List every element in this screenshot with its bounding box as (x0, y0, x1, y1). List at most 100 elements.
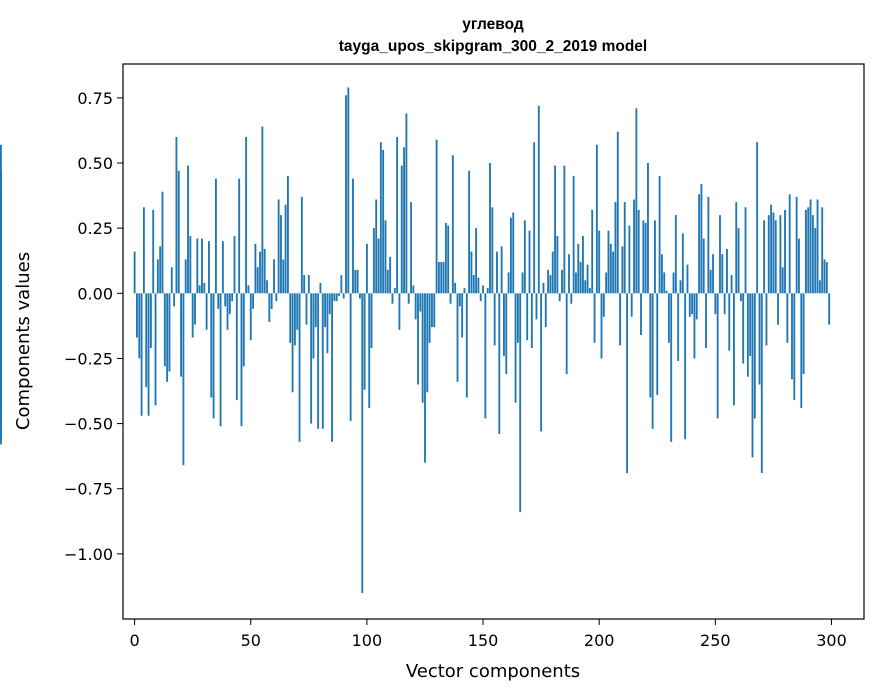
bar-248 (709, 269, 712, 294)
bar-296 (821, 207, 824, 294)
bar-236 (681, 233, 684, 294)
chart-subtitle: tayga_upos_skipgram_300_2_2019 model (339, 38, 647, 55)
bar-229 (665, 290, 668, 294)
bar-279 (781, 267, 784, 294)
bar-99 (363, 293, 366, 390)
bar-175 (540, 293, 543, 432)
bar-163 (512, 212, 515, 294)
bar-79 (317, 293, 320, 429)
bar-177 (544, 293, 547, 328)
bar-1 (136, 293, 138, 338)
bar-94 (352, 178, 354, 294)
y-tick-label: 0.50 (77, 154, 113, 173)
bar-81 (321, 293, 324, 429)
bar-196 (588, 288, 591, 294)
bar-76 (310, 293, 313, 424)
bar-115 (400, 165, 403, 294)
bar-280 (784, 209, 786, 294)
bar-262 (742, 293, 745, 364)
bar-298 (825, 262, 828, 294)
bar-56 (263, 249, 266, 294)
bar-34 (212, 293, 215, 419)
bar-151 (484, 293, 487, 419)
bar-168 (523, 220, 526, 294)
bar-105 (377, 238, 380, 294)
bar-200 (598, 230, 601, 294)
bar-283 (791, 293, 793, 380)
bar-178 (547, 269, 550, 294)
bar-undefined (0, 207, 2, 294)
bar-202 (602, 293, 605, 317)
bar-133 (442, 262, 445, 294)
x-tick-label: 100 (352, 631, 383, 650)
bar-60 (273, 259, 275, 294)
bar-43 (233, 235, 236, 294)
bar-225 (656, 293, 659, 395)
y-tick-label: −0.50 (64, 415, 113, 434)
bar-132 (440, 262, 443, 294)
bar-21 (182, 293, 185, 466)
bar-49 (247, 285, 250, 294)
bar-undefined (0, 269, 2, 294)
bar-190 (575, 272, 577, 294)
bar-157 (498, 293, 501, 434)
bar-126 (426, 293, 429, 393)
bar-201 (600, 293, 603, 359)
bar-64 (282, 259, 285, 294)
bar-10 (156, 259, 159, 294)
bar-232 (672, 272, 675, 294)
bar-164 (514, 293, 517, 403)
bar-267 (753, 293, 756, 419)
bar-263 (744, 207, 747, 294)
bar-241 (693, 293, 696, 359)
bar-152 (486, 288, 489, 294)
x-tick-label: 300 (816, 631, 847, 650)
bar-169 (526, 293, 529, 341)
bar-73 (303, 275, 306, 294)
bar-209 (619, 293, 622, 346)
bar-292 (811, 215, 814, 294)
bar-51 (252, 293, 255, 309)
bar-74 (305, 293, 308, 325)
bar-35 (214, 178, 217, 294)
bar-224 (654, 220, 656, 294)
bar-86 (333, 293, 336, 302)
bar-18 (175, 136, 178, 294)
bar-154 (491, 207, 494, 294)
bar-274 (770, 204, 773, 294)
bar-155 (493, 293, 496, 346)
bar-276 (774, 220, 777, 294)
bar-68 (291, 293, 294, 393)
bar-46 (240, 293, 243, 427)
bar-100 (365, 243, 368, 294)
bar-138 (454, 282, 457, 294)
bar-65 (284, 204, 287, 294)
bar-80 (319, 282, 322, 294)
bar-207 (614, 202, 617, 294)
bar-188 (570, 293, 573, 304)
bar-218 (640, 293, 642, 335)
bar-104 (375, 199, 378, 294)
bar-88 (338, 293, 340, 296)
bar-160 (505, 293, 508, 375)
bar-82 (324, 293, 327, 328)
bar-97 (359, 293, 361, 299)
bar-130 (435, 139, 438, 294)
bar-59 (270, 293, 273, 309)
bar-213 (628, 225, 631, 294)
bar-9 (154, 293, 157, 406)
bar-38 (221, 241, 224, 294)
bar-270 (760, 293, 763, 474)
x-tick-label: 150 (468, 631, 499, 650)
bar-135 (447, 225, 450, 294)
bar-45 (238, 178, 241, 294)
bar-284 (793, 293, 796, 401)
bar-210 (621, 246, 624, 294)
bar-32 (208, 241, 210, 294)
bar-221 (647, 163, 649, 294)
bar-173 (535, 293, 538, 320)
bar-185 (563, 165, 566, 294)
bar-288 (802, 293, 805, 375)
bar-161 (507, 272, 510, 294)
bar-227 (660, 254, 663, 294)
